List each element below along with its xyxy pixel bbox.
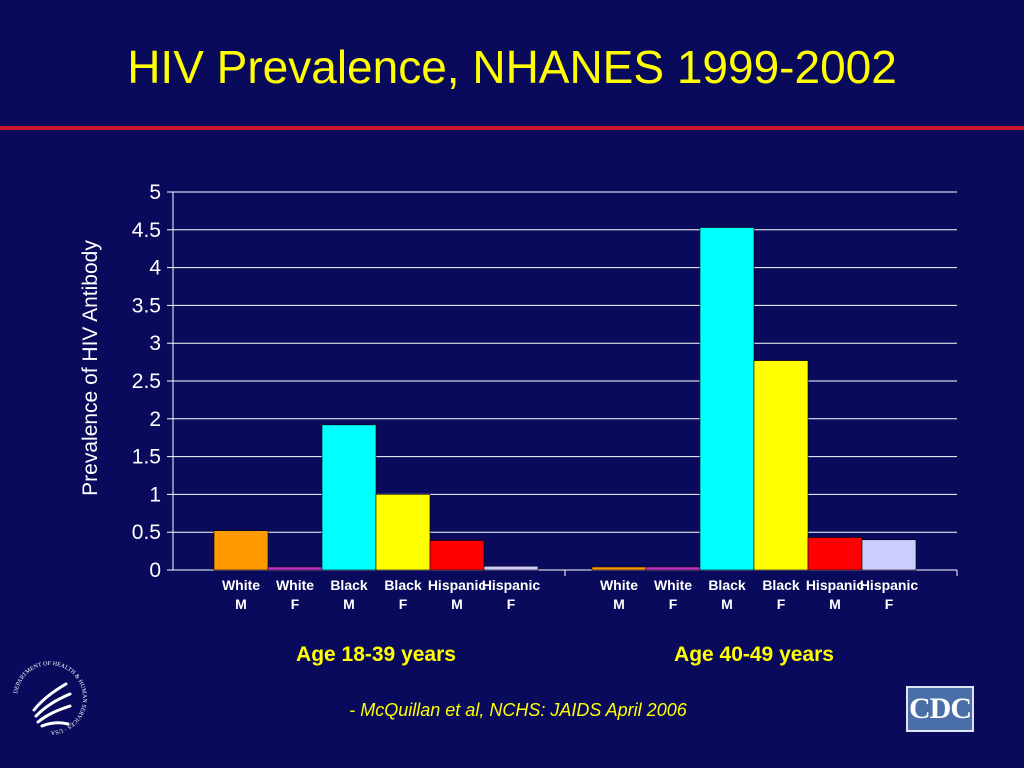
x-category-label: Black: [762, 577, 800, 593]
x-category-label: Black: [708, 577, 746, 593]
x-category-label: F: [399, 596, 408, 612]
y-tick-label: 0: [149, 559, 161, 582]
bar: [645, 566, 701, 571]
x-category-label: M: [343, 596, 355, 612]
y-tick-label: 1: [149, 483, 161, 506]
x-category-label: Hispanic: [428, 577, 487, 593]
bar: [753, 360, 809, 571]
y-tick-label: 4.5: [132, 219, 161, 242]
bar: [213, 530, 269, 571]
bar: [591, 566, 647, 571]
cdc-logo-text: CDC: [909, 692, 972, 725]
y-tick-label: 2: [149, 408, 161, 431]
x-category-label: F: [507, 596, 516, 612]
x-category-label: White: [654, 577, 692, 593]
bar: [267, 566, 323, 571]
x-category-label: Black: [330, 577, 368, 593]
bar: [321, 424, 377, 571]
y-tick-label: 3: [149, 332, 161, 355]
x-category-label: Hispanic: [806, 577, 865, 593]
x-category-label: White: [222, 577, 260, 593]
x-category-label: White: [276, 577, 314, 593]
x-category-label: M: [451, 596, 463, 612]
x-category-label: F: [777, 596, 786, 612]
bar-chart: 00.511.522.533.544.55WhiteMWhiteFBlackMB…: [132, 181, 958, 612]
y-tick-label: 3.5: [132, 294, 161, 317]
y-tick-label: 5: [149, 181, 161, 204]
cdc-logo: CDC: [906, 686, 974, 732]
x-category-label: M: [829, 596, 841, 612]
x-category-label: White: [600, 577, 638, 593]
group-label: Age 40-49 years: [674, 643, 834, 666]
eagle-icon: [32, 682, 72, 728]
bar: [429, 540, 485, 571]
x-category-label: M: [613, 596, 625, 612]
x-category-label: F: [885, 596, 894, 612]
group-label: Age 18-39 years: [296, 643, 456, 666]
y-tick-label: 4: [149, 257, 161, 280]
x-category-label: Black: [384, 577, 422, 593]
bar: [375, 494, 431, 571]
x-category-label: M: [721, 596, 733, 612]
bar: [861, 539, 917, 571]
y-tick-label: 2.5: [132, 370, 161, 393]
title-divider: [0, 126, 1024, 130]
x-category-label: M: [235, 596, 247, 612]
x-category-label: Hispanic: [482, 577, 541, 593]
hhs-logo: DEPARTMENT OF HEALTH & HUMAN SERVICES · …: [13, 661, 87, 735]
bar: [699, 227, 755, 571]
x-category-label: F: [291, 596, 300, 612]
y-tick-label: 1.5: [132, 446, 161, 469]
citation: - McQuillan et al, NCHS: JAIDS April 200…: [349, 700, 687, 720]
slide-title: HIV Prevalence, NHANES 1999-2002: [127, 41, 897, 93]
y-tick-label: 0.5: [132, 521, 161, 544]
x-category-label: F: [669, 596, 678, 612]
x-category-label: Hispanic: [860, 577, 919, 593]
bar: [483, 565, 539, 571]
bar: [807, 537, 863, 571]
